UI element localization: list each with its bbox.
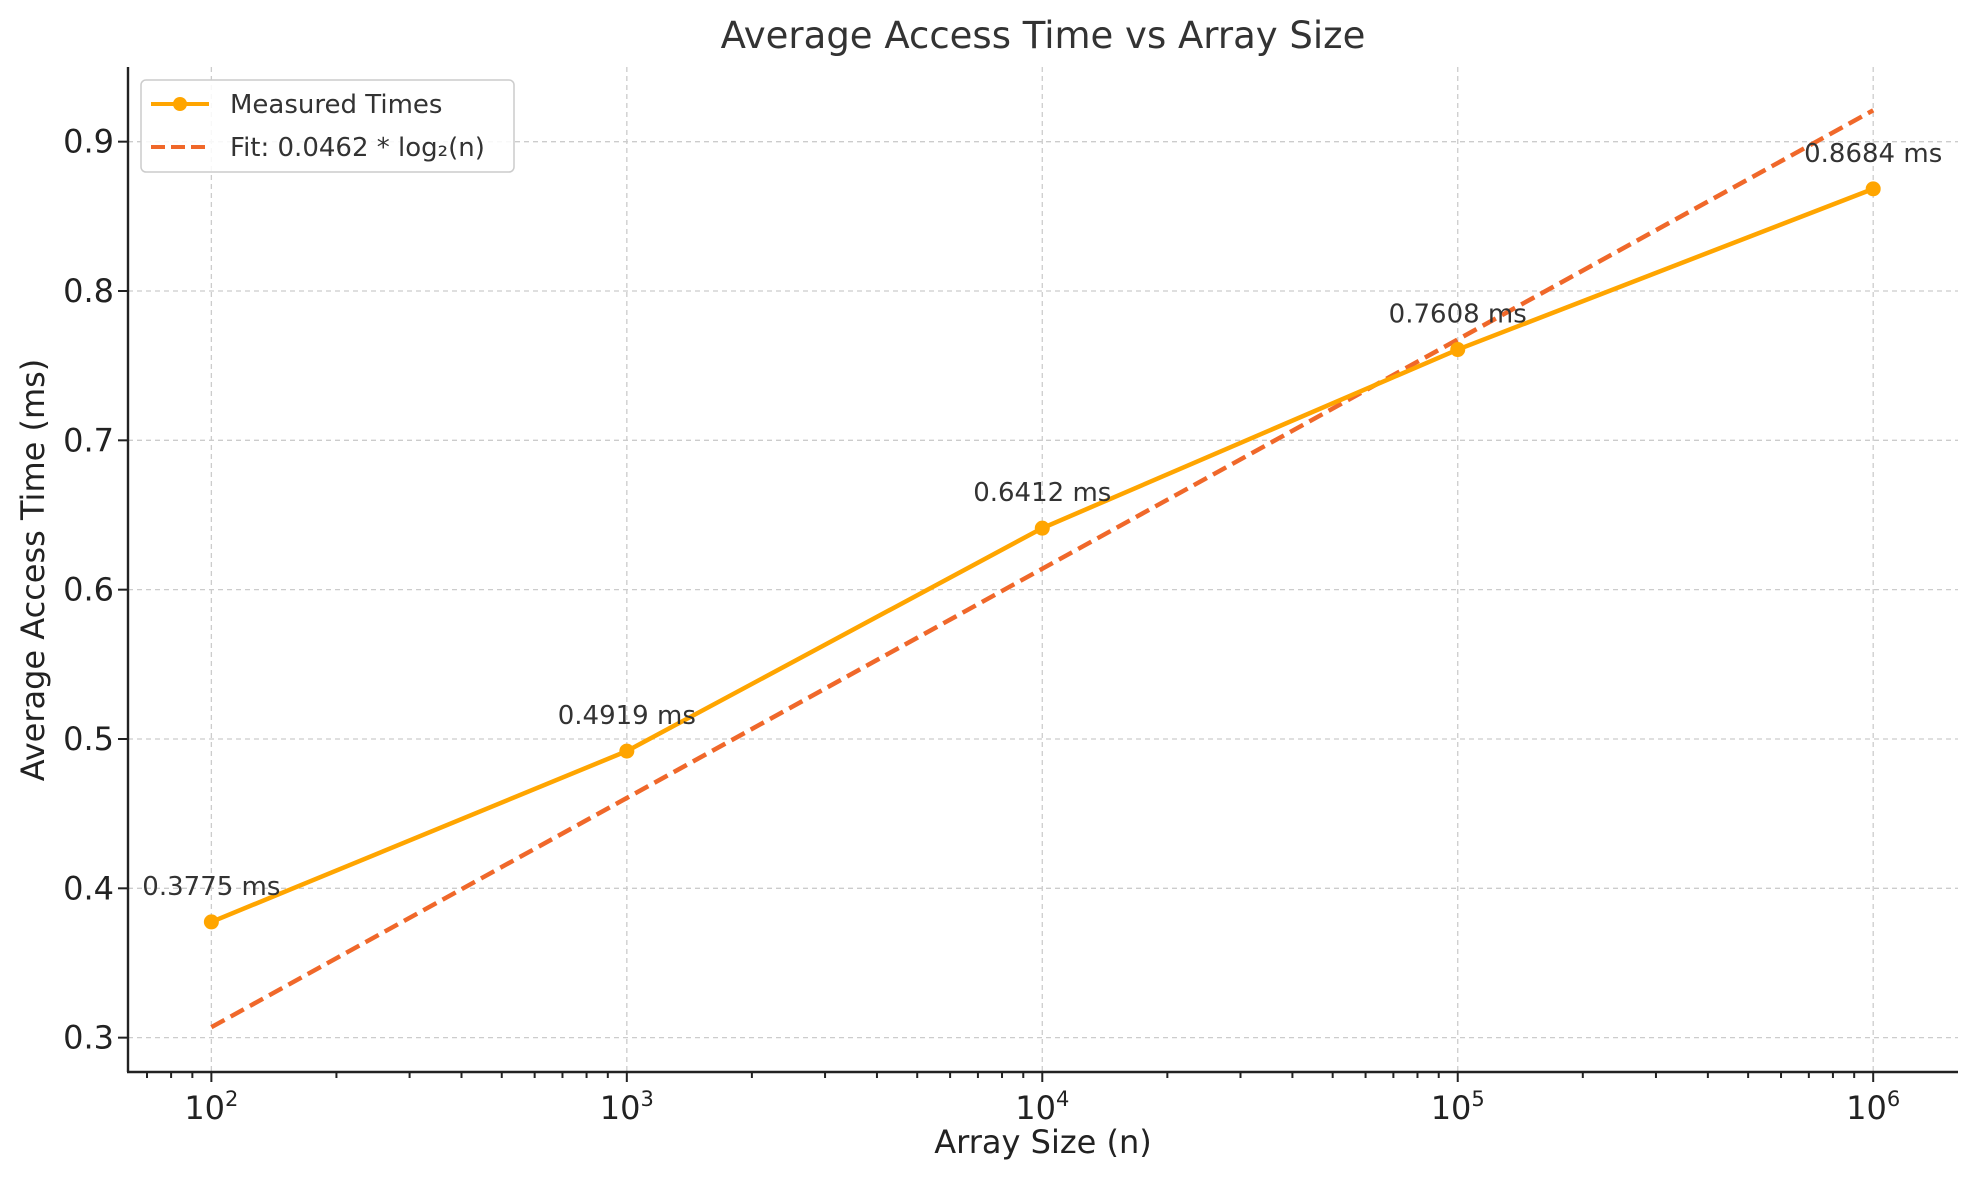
fit-line bbox=[210, 108, 1875, 1030]
data-label: 0.8684 ms bbox=[1804, 139, 1942, 169]
y-tick-label: 0.8 bbox=[63, 272, 114, 310]
y-tick-label: 0.9 bbox=[63, 123, 114, 161]
y-ticks: 0.3 0.4 0.5 0.6 0.7 0.8 0.9 bbox=[63, 123, 128, 1057]
x-tick-label: 106 bbox=[1846, 1087, 1900, 1127]
legend: Measured Times Fit: 0.0462 * log₂(n) bbox=[140, 79, 515, 173]
legend-marker-measured bbox=[173, 97, 187, 111]
x-tick-label: 104 bbox=[1015, 1087, 1069, 1127]
measured-point bbox=[1450, 342, 1466, 358]
legend-box bbox=[140, 79, 515, 173]
y-tick-label: 0.4 bbox=[63, 869, 114, 907]
legend-label-measured: Measured Times bbox=[230, 90, 442, 120]
data-label: 0.3775 ms bbox=[142, 872, 280, 902]
legend-label-fit: Fit: 0.0462 * log₂(n) bbox=[230, 133, 485, 163]
y-tick-label: 0.6 bbox=[63, 571, 114, 609]
x-tick-label: 105 bbox=[1431, 1087, 1485, 1127]
data-label: 0.4919 ms bbox=[558, 701, 696, 731]
x-ticks: 102 103 104 105 106 bbox=[184, 1072, 1900, 1127]
chart-title: Average Access Time vs Array Size bbox=[721, 14, 1366, 57]
measured-point bbox=[1865, 181, 1881, 197]
measured-point bbox=[1034, 520, 1050, 536]
measured-point bbox=[203, 914, 219, 930]
grid-lines bbox=[128, 67, 1958, 1072]
x-tick-label: 103 bbox=[600, 1087, 654, 1127]
x-axis-label: Array Size (n) bbox=[934, 1123, 1151, 1161]
y-tick-label: 0.7 bbox=[63, 421, 114, 459]
y-tick-label: 0.5 bbox=[63, 720, 114, 758]
data-labels: 0.3775 ms 0.4919 ms 0.6412 ms 0.7608 ms 0.86… bbox=[142, 139, 1942, 902]
y-tick-label: 0.3 bbox=[63, 1019, 114, 1057]
measured-point bbox=[619, 743, 635, 759]
fit-series bbox=[210, 108, 1875, 1030]
x-tick-label: 102 bbox=[184, 1087, 238, 1127]
data-label: 0.6412 ms bbox=[973, 478, 1111, 508]
data-label: 0.7608 ms bbox=[1389, 300, 1527, 330]
measured-series bbox=[203, 181, 1881, 930]
y-axis-label: Average Access Time (ms) bbox=[14, 359, 52, 782]
